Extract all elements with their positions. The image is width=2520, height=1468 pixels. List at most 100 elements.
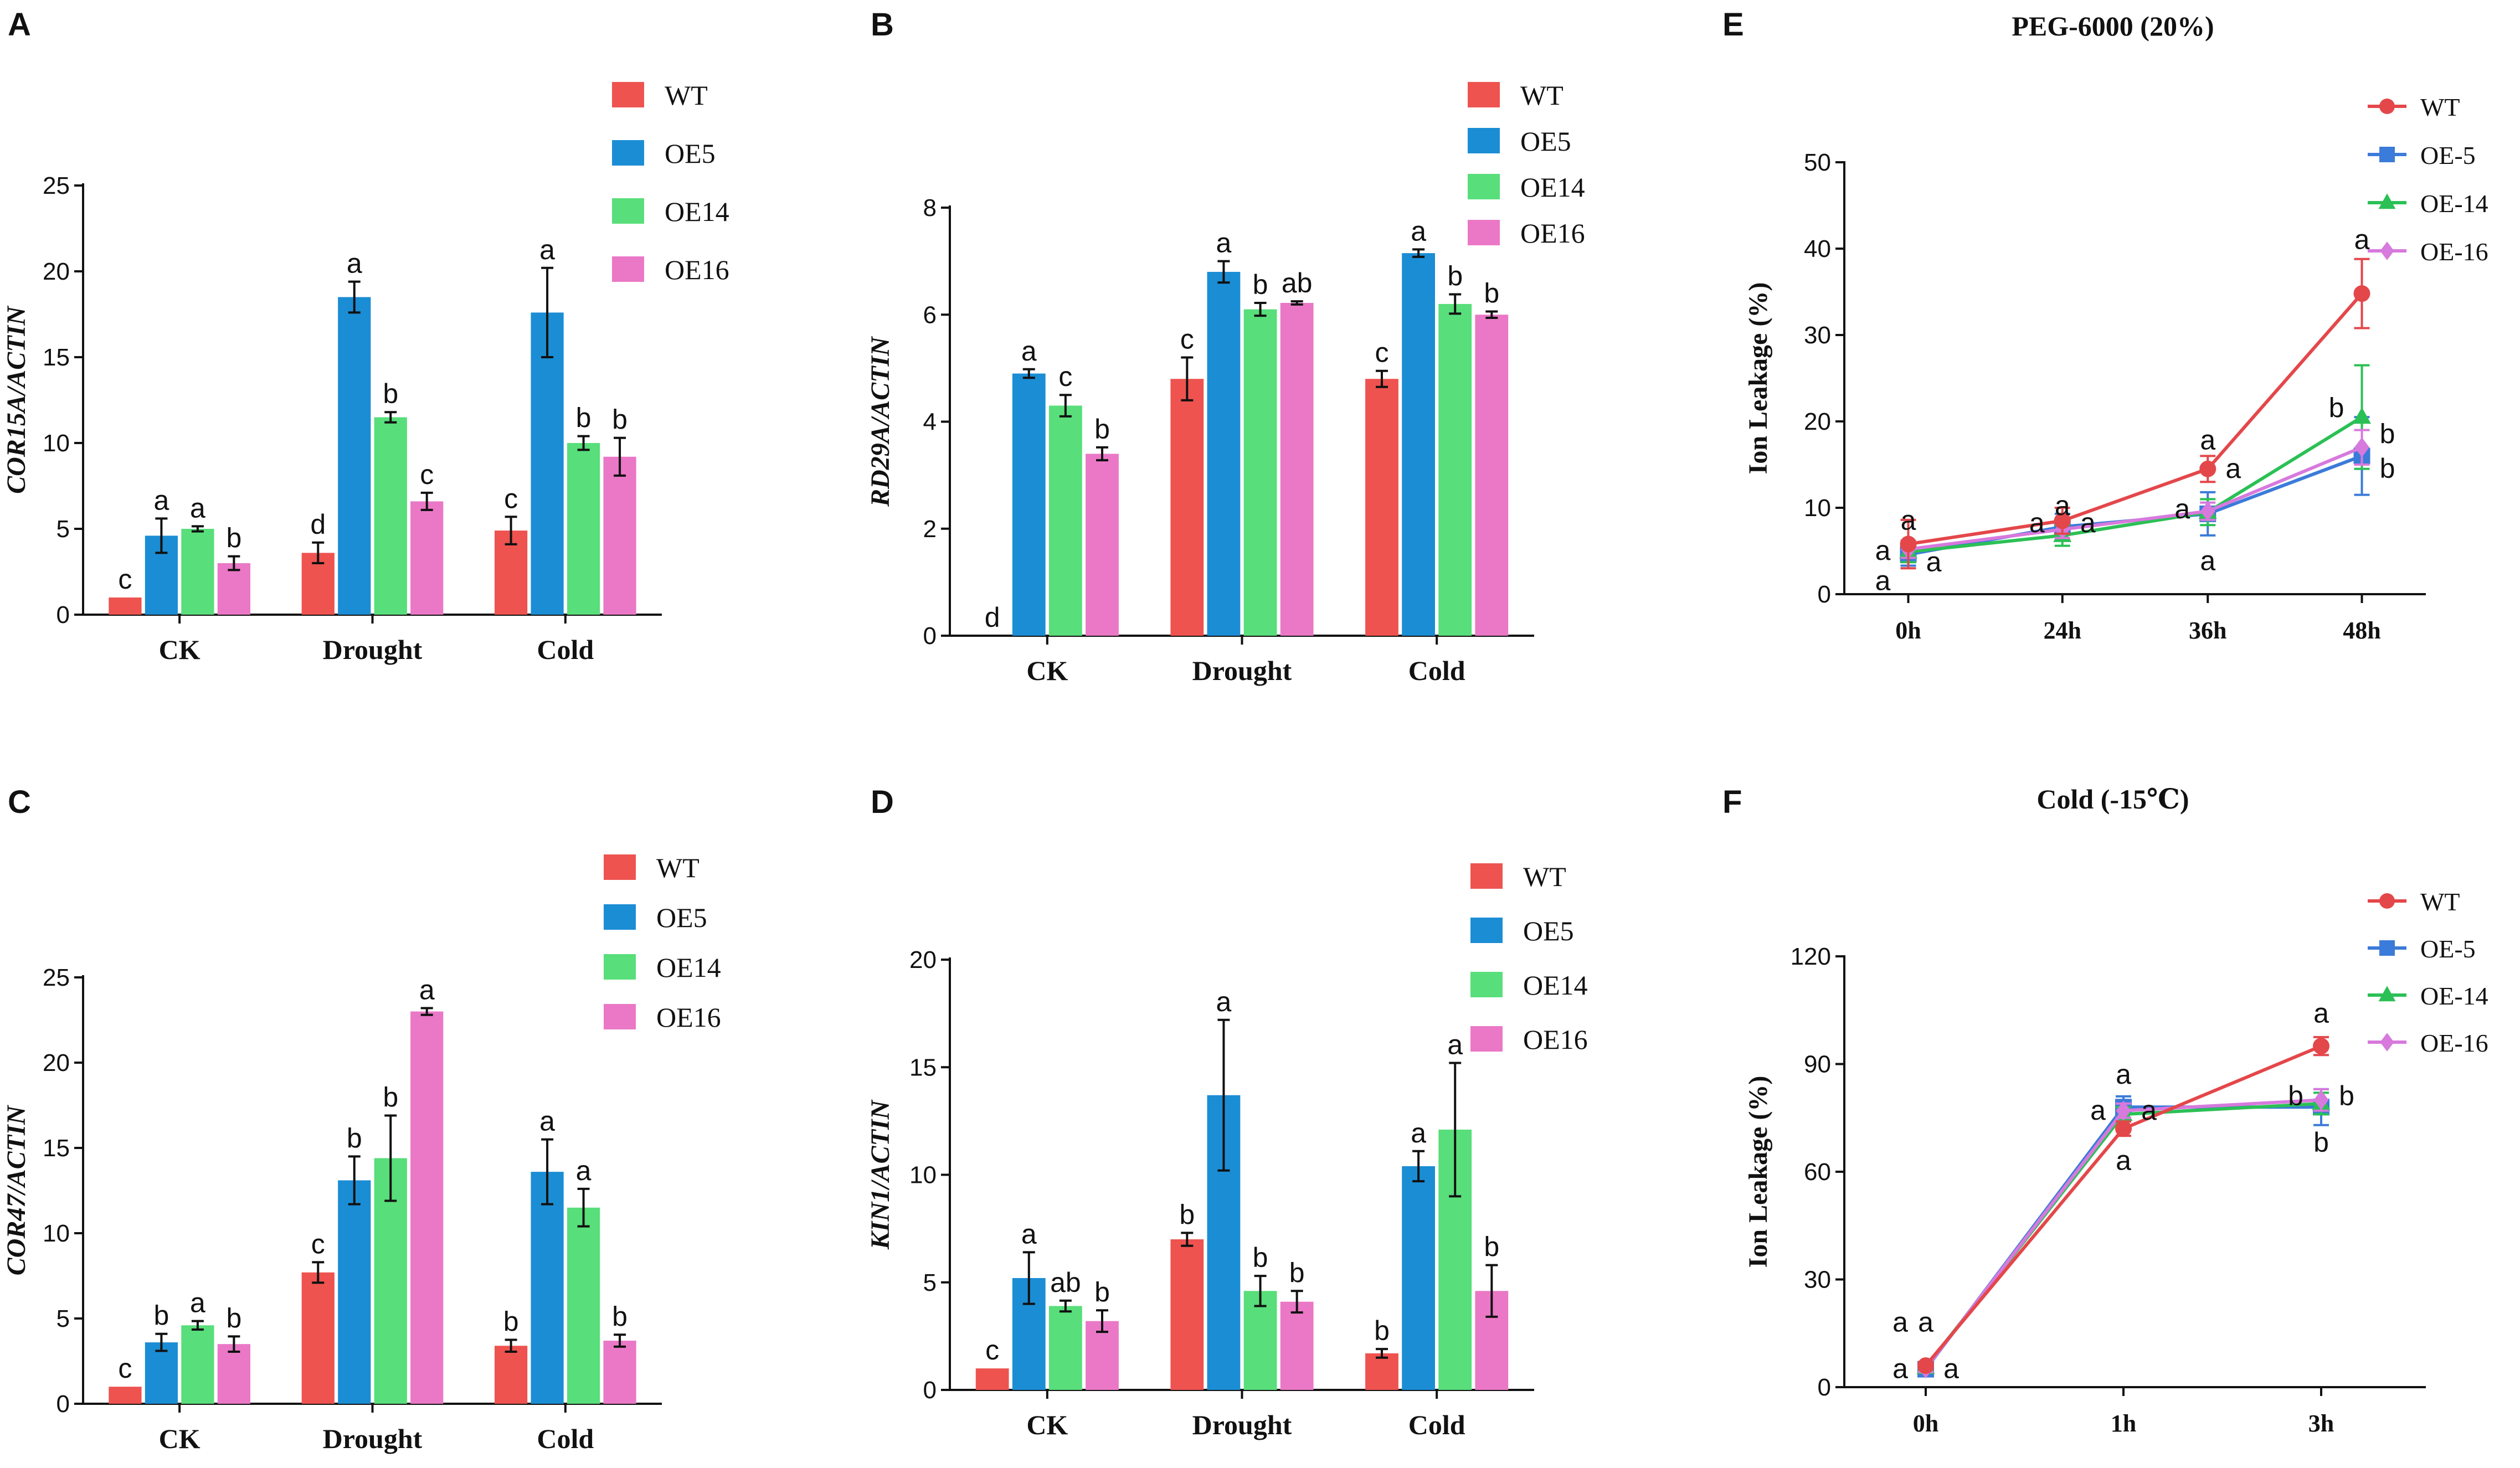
panel-label: E — [1722, 7, 1744, 43]
legend-swatch-wt — [1470, 863, 1503, 889]
y-tick-label: 15 — [909, 1054, 937, 1081]
marker — [2379, 893, 2395, 909]
bar-oe16 — [603, 1341, 636, 1404]
x-tick-label: Drought — [1192, 1409, 1292, 1440]
marker — [2353, 407, 2371, 424]
x-tick-label: 36h — [2189, 617, 2226, 644]
panel-e: E PEG-6000 (20%) 0 10 20 30 40 50 Ion Leakage (%… — [1722, 7, 2488, 644]
marker — [2116, 1100, 2131, 1121]
significance-letter: a — [1216, 228, 1232, 259]
legend-label: OE14 — [665, 196, 729, 227]
y-tick-label: 8 — [923, 194, 937, 222]
x-tick-label: Drought — [323, 1423, 423, 1454]
y-tick-label: 0 — [1818, 581, 1831, 608]
bar-oe16 — [1280, 302, 1314, 636]
legend-label: OE-16 — [2420, 238, 2488, 266]
significance-letter: a — [1411, 1117, 1426, 1148]
significance-letter: b — [612, 1301, 628, 1332]
significance-letter: c — [1058, 361, 1072, 392]
legend-swatch-oe16 — [1470, 1026, 1503, 1052]
bar-oe5 — [531, 1172, 564, 1404]
significance-letter: a — [1901, 504, 1916, 535]
x-tick-label: 24h — [2044, 617, 2081, 644]
bar-oe14 — [567, 1207, 600, 1404]
significance-letter: a — [2200, 424, 2215, 455]
significance-letter: a — [1926, 546, 1942, 577]
legend-label: OE16 — [1523, 1024, 1588, 1055]
significance-letter: a — [190, 492, 205, 523]
marker — [2115, 1120, 2132, 1137]
x-tick-label: CK — [159, 1423, 200, 1454]
significance-letter: a — [2141, 1095, 2157, 1126]
significance-letter: c — [1375, 337, 1388, 368]
significance-letter: c — [311, 1228, 325, 1259]
bar-oe14 — [374, 417, 407, 615]
significance-letter: a — [1943, 1353, 1959, 1384]
significance-letter: a — [154, 485, 169, 516]
significance-letter: a — [2354, 224, 2370, 255]
bar-wt — [494, 1346, 528, 1404]
y-axis-label: Ion Leakage (%) — [1744, 282, 1773, 475]
marker — [2199, 460, 2216, 477]
y-axis-label: KIN1/ACTIN — [866, 1099, 895, 1250]
legend-swatch-oe16 — [1468, 220, 1500, 245]
chart-title: PEG-6000 (20%) — [2012, 11, 2214, 42]
bar-wt — [109, 1387, 142, 1404]
bar-oe5 — [1402, 253, 1436, 636]
bar-oe5 — [338, 297, 371, 615]
bar-oe14 — [1048, 405, 1082, 636]
legend-label: OE5 — [1523, 915, 1574, 946]
marker — [2200, 501, 2215, 522]
marker — [2353, 285, 2370, 302]
y-tick-label: 0 — [1818, 1374, 1831, 1401]
significance-letter: b — [1253, 269, 1268, 300]
x-tick-label: 1h — [2111, 1410, 2136, 1437]
y-tick-label: 25 — [43, 964, 70, 991]
legend-swatch-wt — [604, 854, 636, 880]
legend-swatch-wt — [612, 82, 644, 107]
legend-label: OE16 — [656, 1002, 721, 1033]
legend-label: OE14 — [656, 952, 721, 983]
significance-letter: b — [154, 1300, 169, 1331]
marker — [2379, 147, 2395, 162]
significance-letter: b — [1094, 1276, 1110, 1307]
legend-label: OE5 — [656, 902, 707, 933]
bar-oe16 — [1475, 315, 1509, 636]
bar-oe5 — [1012, 373, 1046, 636]
significance-letter: a — [1892, 1306, 1908, 1337]
legend-label: OE16 — [1520, 218, 1585, 249]
bar-oe16 — [217, 1344, 251, 1404]
marker — [2378, 193, 2396, 209]
bar-oe16 — [1086, 454, 1119, 636]
legend-label: WT — [2420, 888, 2460, 916]
legend-label: WT — [656, 852, 700, 883]
bar-oe5 — [1402, 1166, 1436, 1390]
significance-letter: b — [1094, 414, 1110, 445]
y-tick-label: 10 — [909, 1162, 937, 1189]
significance-letter: b — [1253, 1242, 1268, 1273]
series-oe-14 — [1899, 364, 2371, 564]
series-line — [1908, 415, 2363, 554]
x-tick-label: Drought — [1192, 655, 1292, 686]
bar-oe16 — [603, 456, 636, 615]
series-line — [1924, 1101, 2322, 1369]
legend-swatch-oe16 — [604, 1004, 636, 1029]
legend-swatch-oe14 — [1468, 174, 1500, 199]
significance-letter: b — [1289, 1257, 1305, 1288]
series-oe-5 — [1900, 416, 2370, 567]
legend-label: OE-16 — [2420, 1029, 2488, 1057]
significance-letter: a — [539, 234, 555, 265]
significance-letter: b — [1484, 1232, 1499, 1263]
marker — [2379, 940, 2395, 956]
significance-letter: b — [383, 378, 398, 409]
legend-swatch-wt — [1468, 82, 1500, 107]
panel-label: B — [871, 7, 894, 43]
y-tick-label: 5 — [923, 1269, 937, 1296]
marker — [2378, 986, 2396, 1002]
bar-oe14 — [181, 1325, 214, 1404]
significance-letter: b — [2380, 453, 2395, 484]
significance-letter: a — [1021, 1218, 1037, 1249]
